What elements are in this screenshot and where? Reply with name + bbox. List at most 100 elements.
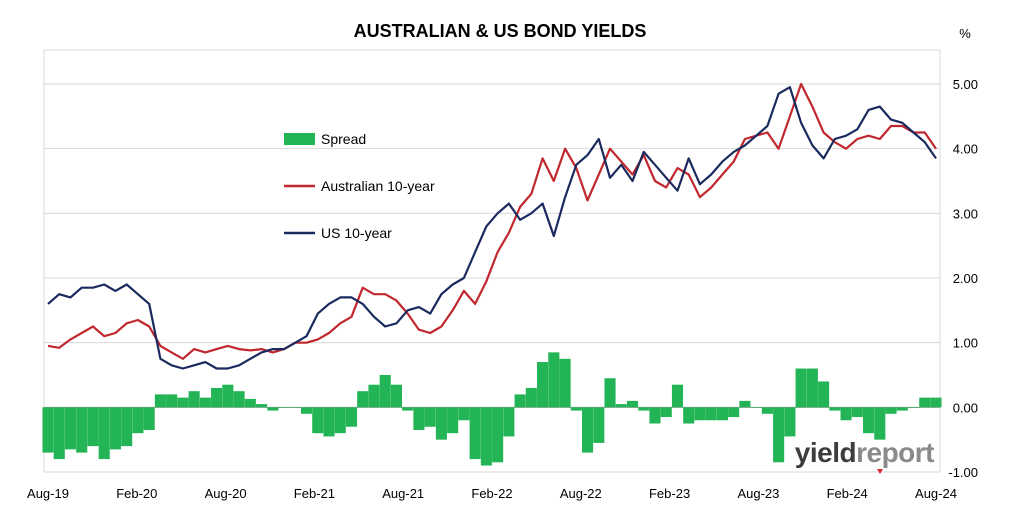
spread-bar-41 (503, 407, 515, 437)
spread-bar-54 (649, 407, 661, 424)
spread-bar-73 (863, 407, 875, 434)
spread-bar-25 (323, 407, 335, 437)
spread-bar-22 (289, 407, 301, 408)
spread-bar-79 (930, 397, 942, 408)
spread-bar-53 (638, 407, 650, 411)
spread-bar-69 (818, 381, 830, 408)
spread-bar-13 (188, 391, 200, 408)
spread-bar-46 (559, 358, 571, 408)
spread-bar-75 (885, 407, 897, 414)
x-tick-label-1: Feb-20 (116, 486, 157, 501)
spread-bar-42 (514, 394, 526, 408)
spread-bar-30 (379, 375, 391, 408)
spread-bar-47 (570, 407, 582, 411)
spread-bar-66 (784, 407, 796, 437)
y-tick-label-4: 3.00 (953, 206, 978, 221)
yield-lines (47, 82, 937, 370)
spread-bar-40 (492, 407, 504, 463)
spread-bar-36 (447, 407, 459, 434)
spread-bar-10 (154, 394, 166, 408)
spread-bar-51 (615, 404, 627, 408)
spread-bar-49 (593, 407, 605, 443)
spread-bar-60 (716, 407, 728, 421)
x-tick-label-2: Aug-20 (205, 486, 247, 501)
spread-bar-19 (256, 404, 268, 408)
spread-bar-6 (109, 407, 121, 450)
y-axis-unit-label: % (959, 26, 971, 41)
spread-bar-33 (413, 407, 425, 430)
spread-bars (42, 352, 942, 466)
legend-label-australian-10-year: Australian 10-year (321, 178, 435, 194)
legend-label-spread: Spread (321, 131, 366, 147)
logo-text-light: report (856, 437, 934, 468)
spread-bar-3 (76, 407, 88, 453)
spread-bar-7 (121, 407, 133, 447)
y-tick-label-5: 4.00 (953, 142, 978, 157)
x-tick-label-10: Aug-24 (915, 486, 957, 501)
series-line-us-10-year (47, 86, 937, 370)
y-tick-label-0: -1.00 (948, 465, 978, 480)
spread-bar-8 (132, 407, 144, 434)
y-tick-label-2: 1.00 (953, 336, 978, 351)
spread-bar-64 (761, 407, 773, 414)
spread-bar-39 (480, 407, 492, 466)
spread-bar-65 (773, 407, 785, 463)
spread-bar-57 (683, 407, 695, 424)
spread-bar-29 (368, 384, 380, 408)
spread-bar-68 (806, 368, 818, 408)
spread-bar-32 (402, 407, 414, 411)
y-tick-label-6: 5.00 (953, 77, 978, 92)
spread-bar-15 (211, 387, 223, 408)
spread-bar-28 (357, 391, 369, 408)
spread-bar-74 (874, 407, 886, 440)
legend: Spread Australian 10-year US 10-year (284, 131, 435, 241)
x-axis-tick-labels: Aug-19 Feb-20 Aug-20 Feb-21 Aug-21 Feb-22 Aug-… (27, 486, 957, 501)
x-tick-label-7: Feb-23 (649, 486, 690, 501)
legend-swatch-spread (284, 133, 315, 145)
spread-bar-24 (312, 407, 324, 434)
spread-bar-38 (469, 407, 481, 460)
spread-bar-0 (42, 407, 54, 453)
x-tick-label-9: Feb-24 (827, 486, 868, 501)
spread-bar-77 (907, 407, 920, 408)
spread-bar-14 (199, 397, 211, 408)
spread-bar-11 (166, 394, 178, 408)
spread-bar-78 (919, 397, 931, 408)
spread-bar-9 (143, 407, 155, 430)
spread-bar-27 (345, 407, 358, 427)
yieldreport-logo: yieldreport (795, 437, 935, 474)
spread-bar-62 (739, 400, 751, 408)
spread-bar-20 (267, 407, 279, 411)
spread-bar-26 (334, 407, 346, 434)
spread-bar-21 (278, 407, 290, 408)
spread-bar-59 (705, 407, 717, 421)
spread-bar-31 (390, 384, 403, 408)
y-axis-tick-labels: -1.00 0.00 1.00 2.00 3.00 4.00 5.00 (948, 77, 978, 480)
x-tick-label-0: Aug-19 (27, 486, 69, 501)
spread-bar-50 (604, 378, 616, 408)
spread-bar-48 (581, 407, 594, 453)
logo-text-dark: yield (795, 437, 856, 468)
svg-text:yieldreport: yieldreport (795, 437, 934, 468)
spread-bar-70 (829, 407, 841, 411)
x-tick-label-3: Feb-21 (294, 486, 335, 501)
spread-bar-71 (840, 407, 852, 421)
spread-bar-35 (435, 407, 447, 440)
spread-bar-72 (851, 407, 863, 418)
spread-bar-44 (537, 362, 549, 408)
spread-bar-1 (53, 407, 65, 460)
y-tick-label-3: 2.00 (953, 271, 978, 286)
legend-label-us-10-year: US 10-year (321, 225, 392, 241)
chart-title: AUSTRALIAN & US BOND YIELDS (354, 21, 647, 41)
spread-bar-43 (525, 387, 537, 408)
spread-bar-34 (424, 407, 436, 427)
plot-area-border (43, 49, 941, 473)
spread-bar-18 (244, 398, 256, 408)
spread-bar-63 (750, 407, 762, 408)
x-tick-label-6: Aug-22 (560, 486, 602, 501)
spread-bar-23 (300, 407, 313, 414)
x-tick-label-8: Aug-23 (737, 486, 779, 501)
spread-bar-56 (671, 384, 684, 408)
